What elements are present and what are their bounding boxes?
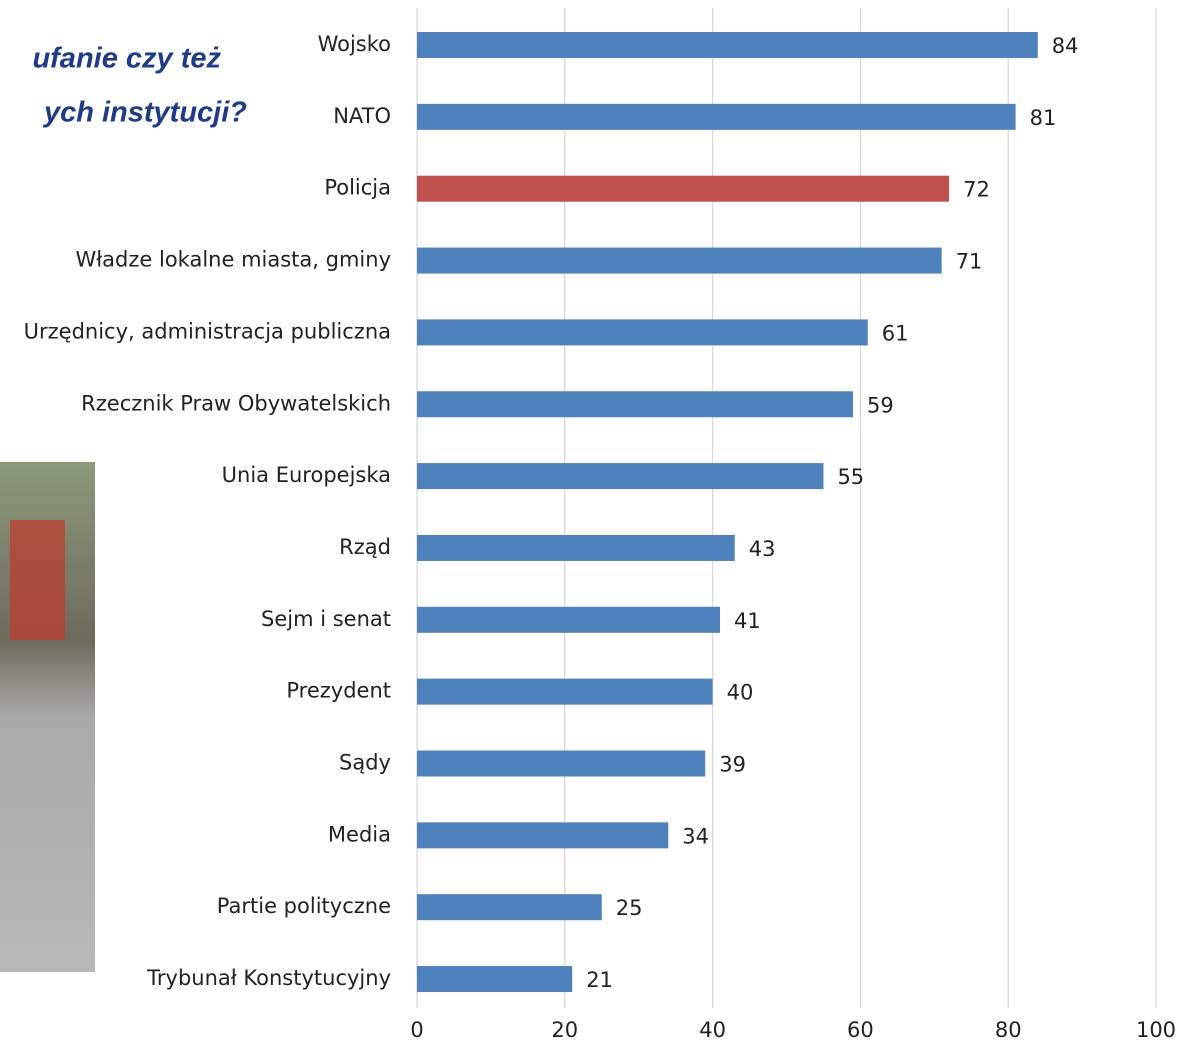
bar xyxy=(417,319,868,346)
value-label: 41 xyxy=(734,609,761,633)
bar xyxy=(417,606,720,633)
bar xyxy=(417,32,1038,58)
x-tick-label: 80 xyxy=(995,1018,1022,1042)
bar xyxy=(417,463,824,490)
value-label: 72 xyxy=(963,178,990,202)
value-label: 43 xyxy=(749,537,776,561)
y-tick-label: Rzecznik Praw Obywatelskich xyxy=(81,391,391,415)
y-tick-label: Unia Europejska xyxy=(222,463,391,487)
x-tick-label: 20 xyxy=(551,1018,578,1042)
title-line: ufanie czy też xyxy=(32,43,221,75)
value-label: 39 xyxy=(719,753,746,777)
y-tick-label: Urzędnicy, administracja publiczna xyxy=(24,319,391,343)
y-tick-label: Trybunał Konstytucyjny xyxy=(146,966,391,990)
bar xyxy=(417,103,1016,130)
y-tick-label: Partie polityczne xyxy=(217,894,391,918)
x-tick-label: 40 xyxy=(699,1018,726,1042)
bar xyxy=(417,750,706,777)
photo-flag xyxy=(10,520,65,640)
y-tick-label: Wojsko xyxy=(318,32,391,56)
value-label: 81 xyxy=(1030,106,1057,130)
bar xyxy=(417,894,602,921)
y-tick-label: Sądy xyxy=(339,751,391,775)
bar xyxy=(417,247,942,274)
x-tick-label: 60 xyxy=(847,1018,874,1042)
y-tick-label: Sejm i senat xyxy=(261,607,391,631)
y-tick-label: Policja xyxy=(324,176,391,200)
value-label: 55 xyxy=(837,465,864,489)
value-label: 21 xyxy=(586,968,613,992)
x-tick-label: 0 xyxy=(410,1018,423,1042)
y-tick-label: Media xyxy=(328,822,391,846)
value-label: 59 xyxy=(867,393,894,417)
title-line: ych instytucji? xyxy=(42,97,247,129)
value-label: 84 xyxy=(1052,34,1079,58)
value-label: 34 xyxy=(682,824,709,848)
bar xyxy=(417,391,854,418)
y-tick-label: NATO xyxy=(333,104,391,128)
value-label: 25 xyxy=(616,896,643,920)
x-tick-label: 100 xyxy=(1136,1018,1176,1042)
y-tick-label: Władze lokalne miasta, gminy xyxy=(75,248,391,272)
bar xyxy=(417,966,573,993)
value-label: 61 xyxy=(882,321,909,345)
bar xyxy=(417,534,735,561)
bar xyxy=(417,822,669,849)
bar xyxy=(417,678,713,705)
value-label: 71 xyxy=(956,250,983,274)
value-label: 40 xyxy=(727,681,754,705)
y-tick-label: Rząd xyxy=(339,535,391,559)
y-tick-label: Prezydent xyxy=(286,679,391,703)
bar xyxy=(417,175,950,202)
